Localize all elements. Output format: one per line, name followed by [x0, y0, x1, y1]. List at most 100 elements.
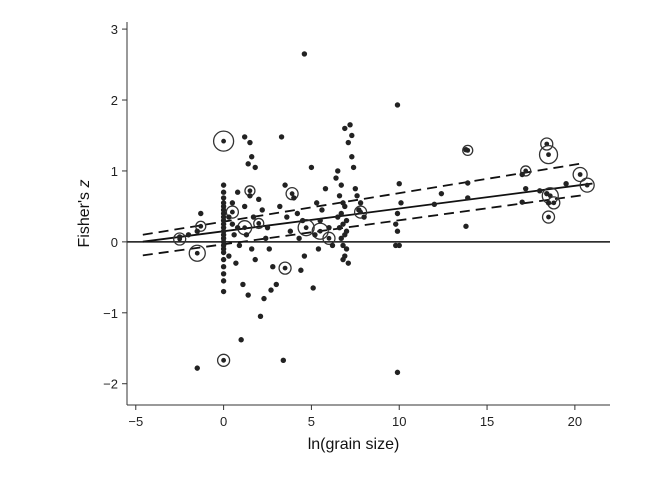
data-point [266, 246, 272, 252]
data-point [270, 263, 276, 270]
x-tick-label: 10 [392, 414, 406, 429]
circled-data-point-center [546, 214, 551, 220]
data-point [394, 369, 401, 376]
data-point [296, 235, 302, 242]
data-point [340, 221, 346, 227]
circled-data-point-center [229, 209, 235, 215]
data-point [278, 134, 285, 140]
data-point [220, 278, 227, 284]
y-tick-label: −2 [103, 377, 118, 392]
data-point [194, 365, 200, 371]
x-tick-label: 20 [568, 414, 582, 429]
data-point [522, 185, 529, 192]
x-tick-label: 15 [480, 414, 494, 429]
data-point [284, 214, 290, 220]
data-point [298, 267, 304, 273]
circled-data-point-center [577, 172, 583, 177]
data-point [393, 242, 399, 249]
data-point [394, 102, 401, 108]
data-point [312, 232, 318, 238]
data-point [519, 171, 525, 178]
data-point [342, 203, 348, 210]
data-point [361, 214, 367, 220]
circled-data-point-center [221, 138, 227, 144]
data-point [241, 134, 248, 140]
data-point [537, 188, 543, 194]
data-point [322, 185, 329, 192]
data-point [241, 203, 248, 210]
circled-data-point [216, 353, 231, 367]
circled-data-point-center [289, 191, 295, 197]
circled-data-point [225, 205, 240, 219]
data-point [465, 180, 471, 186]
data-point [282, 182, 288, 188]
circled-data-point [520, 165, 532, 177]
data-point [252, 164, 258, 171]
data-point [352, 185, 359, 192]
data-point [354, 193, 360, 199]
data-point [247, 139, 253, 146]
data-point [243, 232, 250, 238]
circled-data-point [538, 144, 559, 165]
data-point [340, 242, 346, 249]
data-point [394, 210, 401, 217]
data-point [291, 195, 297, 201]
data-point [234, 189, 241, 195]
data-point [229, 200, 236, 206]
data-point [263, 235, 269, 242]
data-point [313, 200, 320, 206]
data-point [236, 242, 243, 249]
data-point [349, 132, 355, 139]
y-tick-label: 2 [111, 93, 118, 108]
data-point [350, 164, 357, 171]
circled-data-point [297, 219, 315, 237]
data-point [245, 161, 251, 167]
data-point [356, 207, 362, 213]
circled-data-point [278, 261, 292, 275]
data-point [463, 146, 469, 153]
data-point [256, 196, 262, 203]
data-point [563, 181, 569, 187]
data-point [465, 195, 471, 201]
data-point [220, 256, 227, 263]
data-point [357, 200, 364, 206]
circled-data-point-center [256, 221, 262, 226]
data-point [220, 271, 227, 277]
circled-data-point [541, 210, 556, 224]
data-point [220, 288, 227, 295]
data-point [329, 242, 336, 249]
circled-data-point-center [317, 228, 323, 234]
data-point [394, 228, 401, 234]
data-point [519, 199, 525, 205]
circled-data-point-center [523, 168, 529, 174]
data-point [317, 217, 323, 224]
circled-data-point [540, 137, 554, 151]
data-point [273, 281, 279, 288]
data-point [287, 228, 294, 234]
data-point [299, 217, 306, 224]
data-point [294, 210, 301, 217]
circled-data-point-center [242, 225, 248, 231]
data-point [463, 223, 469, 229]
circled-data-point [353, 205, 368, 219]
data-point [231, 232, 237, 238]
circled-data-point-center [584, 182, 590, 188]
data-point [240, 281, 246, 288]
data-point [308, 164, 315, 171]
circled-data-point-center [194, 250, 200, 256]
circled-data-point-center [282, 265, 288, 271]
data-point [301, 253, 308, 259]
data-point [349, 154, 355, 160]
data-point [342, 232, 348, 238]
data-point [268, 287, 274, 293]
circled-data-point [579, 177, 595, 193]
data-point [261, 295, 267, 302]
data-point [315, 246, 322, 252]
data-point [310, 285, 316, 291]
y-tick-label: 0 [111, 235, 118, 250]
circled-data-point-center [326, 235, 332, 241]
data-point [301, 51, 308, 57]
y-axis-title-italic: z [76, 180, 93, 189]
circled-data-point [188, 244, 206, 262]
data-point [220, 182, 227, 188]
